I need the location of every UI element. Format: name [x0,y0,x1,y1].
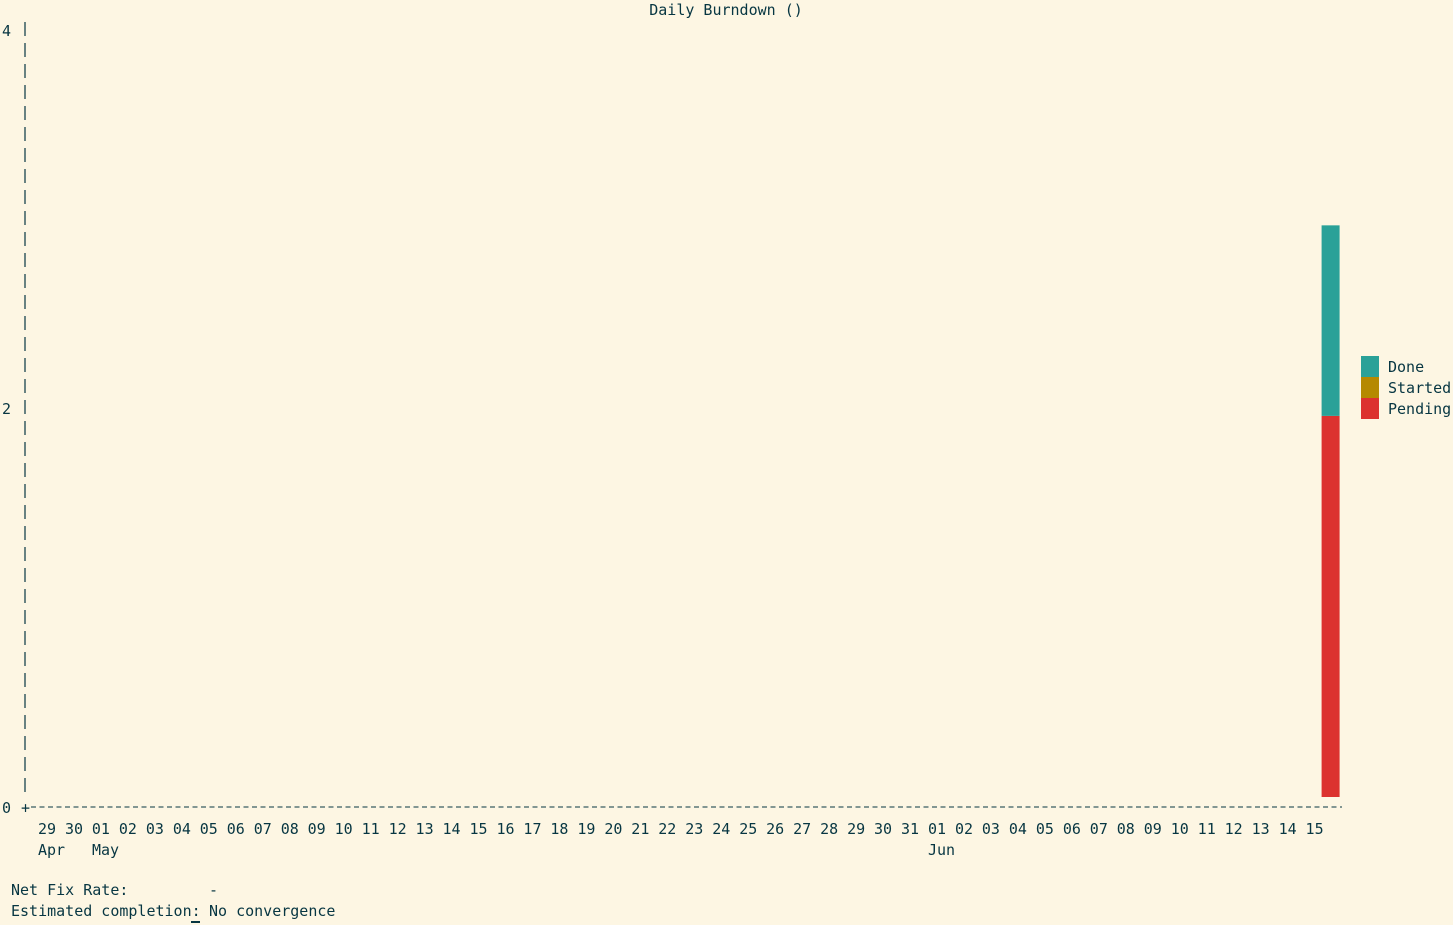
x-tick-label: 21 [631,820,649,838]
x-tick-label: 16 [496,820,514,838]
x-tick-label: 04 [1009,820,1027,838]
estimated-completion-row: Estimated completion: No convergence [11,901,335,922]
x-month-label: May [92,841,119,859]
estimated-completion-value: No convergence [209,902,336,920]
x-tick-label: 19 [577,820,595,838]
x-tick-label: 09 [308,820,326,838]
bar-pending [1321,415,1340,797]
x-tick-label: 06 [1063,820,1081,838]
x-tick-label: 06 [227,820,245,838]
x-tick-label: 30 [65,820,83,838]
x-tick-label: 14 [1279,820,1297,838]
x-tick-label: 20 [604,820,622,838]
x-tick-label: 31 [901,820,919,838]
burndown-chart: Daily Burndown () 024+ 29 30 01 02 03 04 05 06 0… [2,1,1451,859]
x-tick-label: 11 [1198,820,1216,838]
x-tick-label: 01 [928,820,946,838]
x-tick-label: 29 [38,820,56,838]
estimated-completion-label: Estimated completion: [11,902,201,920]
x-tick-label: 29 [847,820,865,838]
x-tick-label: 11 [362,820,380,838]
x-tick-label: 24 [712,820,730,838]
x-tick-label: 03 [982,820,1000,838]
x-month-label: Apr [38,841,65,859]
y-tick-label: 2 [2,400,11,418]
x-tick-label: 14 [443,820,461,838]
x-tick-label: 10 [335,820,353,838]
bar-series [1321,225,1340,797]
x-tick-label: 07 [254,820,272,838]
x-tick-label: 27 [793,820,811,838]
x-tick-label: 08 [1117,820,1135,838]
x-month-label: Jun [928,841,955,859]
x-tick-label: 05 [1036,820,1054,838]
x-tick-label: 13 [1252,820,1270,838]
net-fix-rate-value: - [209,881,219,899]
y-axis: 0 2 4 + [2,22,30,817]
x-tick-label: 23 [685,820,703,838]
net-fix-rate-label: Net Fix Rate: [11,881,129,899]
x-tick-label: 08 [281,820,299,838]
legend-swatch-started [1361,377,1379,398]
legend-swatch-pending [1361,398,1379,419]
legend-label-done: Done [1388,358,1424,376]
legend-swatch-done [1361,356,1379,377]
bar-done [1321,225,1340,416]
x-tick-label: 30 [874,820,892,838]
net-fix-rate-row: Net Fix Rate: - [11,880,218,901]
x-tick-label: 17 [523,820,541,838]
x-tick-label: 28 [820,820,838,838]
x-tick-label: 15 [469,820,487,838]
y-tick-label: 4 [2,22,11,40]
x-tick-label: 05 [200,820,218,838]
x-tick-label: 22 [658,820,676,838]
x-tick-label: 13 [416,820,434,838]
legend-label-started: Started [1388,379,1451,397]
x-tick-label: 12 [1225,820,1243,838]
axis-origin-marker: + [21,799,30,817]
x-tick-label: 18 [550,820,568,838]
x-axis: 29 30 01 02 03 04 05 06 07 08 09 10 11 12 13 14 15 16 17 18… [31,806,1342,859]
x-tick-label: 12 [389,820,407,838]
x-tick-label: 01 [92,820,110,838]
chart-title: Daily Burndown () [649,1,803,19]
x-tick-label: 03 [146,820,164,838]
x-tick-label: 15 [1306,820,1324,838]
x-tick-label: 07 [1090,820,1108,838]
x-tick-label: 09 [1144,820,1162,838]
x-tick-label: 02 [119,820,137,838]
x-tick-label: 02 [955,820,973,838]
legend-label-pending: Pending [1388,400,1451,418]
x-tick-label: 25 [739,820,757,838]
x-tick-label: 10 [1171,820,1189,838]
chart-legend: Done Started Pending [1361,356,1451,419]
y-tick-label: 0 [2,799,11,817]
x-tick-label: 26 [766,820,784,838]
terminal-cursor [191,921,200,923]
x-tick-label: 04 [173,820,191,838]
